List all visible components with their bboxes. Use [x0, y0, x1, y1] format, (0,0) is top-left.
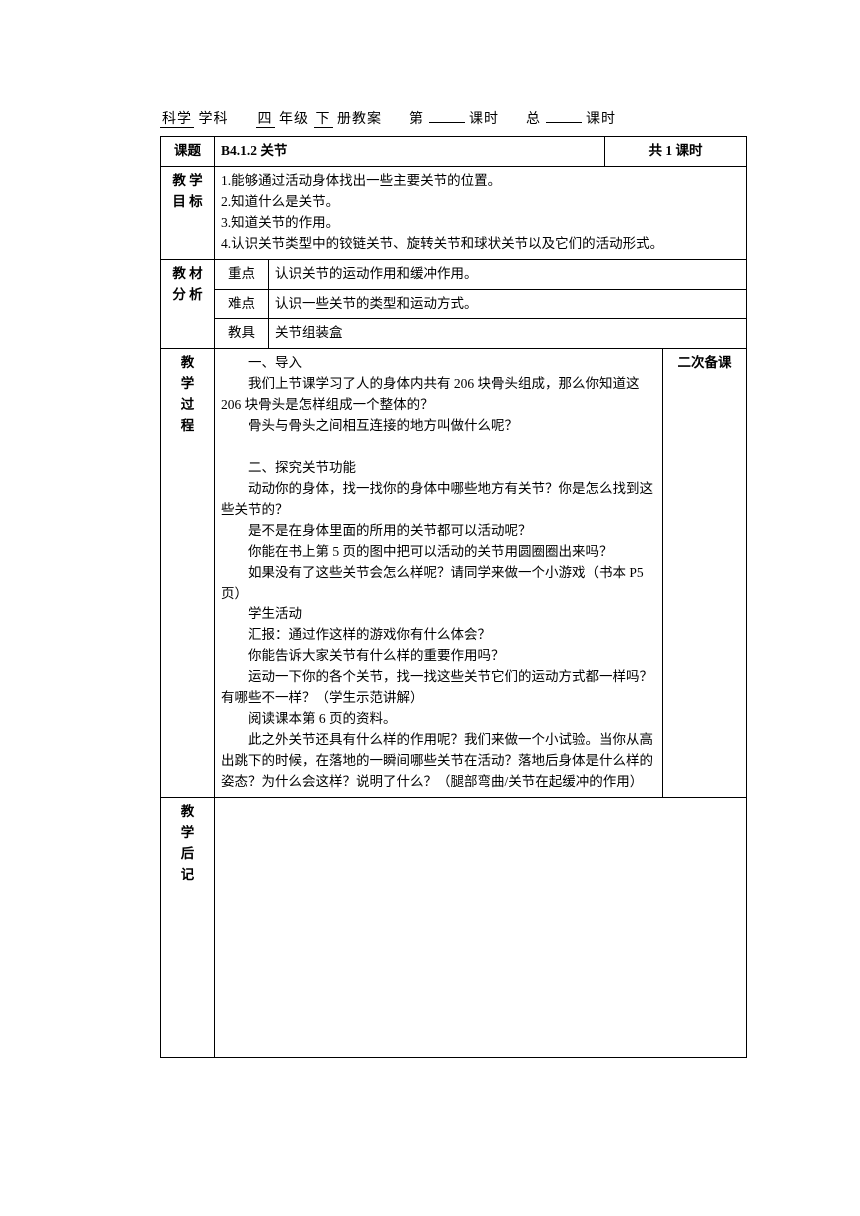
lesson-plan-table: 课题 B4.1.2 关节 共 1 课时 教 学 目 标 1.能够通过活动身体找出… — [160, 136, 747, 1058]
tool-label: 教具 — [215, 319, 269, 349]
title-row: 课题 B4.1.2 关节 共 1 课时 — [161, 137, 747, 167]
period-suffix: 课时 — [469, 112, 499, 127]
volume-suffix: 册教案 — [337, 112, 382, 127]
process-row: 教 学 过 程 一、导入我们上节课学习了人的身体内共有 206 块骨头组成，那么… — [161, 349, 747, 797]
objectives-row: 教 学 目 标 1.能够通过活动身体找出一些主要关节的位置。 2.知道什么是关节… — [161, 166, 747, 259]
page-header: 科学 学科 四 年级 下 册教案 第 课时 总 课时 — [160, 108, 745, 128]
process-paragraph: 动动你的身体，找一找你的身体中哪些地方有关节？你是怎么找到这些关节的？ — [221, 479, 656, 521]
period-blank — [429, 109, 465, 123]
process-paragraph: 学生活动 — [221, 604, 656, 625]
process-paragraph: 你能在书上第 5 页的图中把可以活动的关节用圆圈圈出来吗？ — [221, 542, 656, 563]
process-paragraph: 二、探究关节功能 — [221, 458, 656, 479]
diff-label: 难点 — [215, 289, 269, 319]
tool-value: 关节组装盒 — [269, 319, 747, 349]
lesson-title: B4.1.2 关节 — [215, 137, 605, 167]
objectives-label: 教 学 目 标 — [161, 166, 215, 259]
process-paragraph: 如果没有了这些关节会怎么样呢？请同学来做一个小游戏（书本 P5 页） — [221, 563, 656, 605]
notes-content — [215, 797, 747, 1057]
process-paragraph: 我们上节课学习了人的身体内共有 206 块骨头组成，那么你知道这 206 块骨头… — [221, 374, 656, 416]
process-paragraph: 骨头与骨头之间相互连接的地方叫做什么呢？ — [221, 416, 656, 437]
process-content: 一、导入我们上节课学习了人的身体内共有 206 块骨头组成，那么你知道这 206… — [215, 349, 663, 797]
obj-line-4: 4.认识关节类型中的铰链关节、旋转关节和球状关节以及它们的活动形式。 — [221, 234, 740, 255]
notes-row: 教 学 后 记 — [161, 797, 747, 1057]
key-label: 重点 — [215, 259, 269, 289]
process-paragraph: 一、导入 — [221, 353, 656, 374]
process-paragraph: 汇报：通过作这样的游戏你有什么体会？ — [221, 625, 656, 646]
lesson-periods: 共 1 课时 — [605, 137, 747, 167]
total-blank — [546, 109, 582, 123]
diff-value: 认识一些关节的类型和运动方式。 — [269, 289, 747, 319]
volume-value: 下 — [314, 112, 333, 128]
process-paragraph: 运动一下你的各个关节，找一找这些关节它们的运动方式都一样吗？有哪些不一样？（学生… — [221, 667, 656, 709]
process-paragraph: 是不是在身体里面的所用的关节都可以活动呢？ — [221, 521, 656, 542]
obj-line-2: 2.知道什么是关节。 — [221, 192, 740, 213]
notes-label: 教 学 后 记 — [161, 797, 215, 1057]
subject-value: 科学 — [160, 112, 194, 128]
subject-suffix: 学科 — [199, 112, 229, 127]
obj-line-1: 1.能够通过活动身体找出一些主要关节的位置。 — [221, 171, 740, 192]
total-suffix: 课时 — [586, 112, 616, 127]
period-prefix: 第 — [409, 112, 424, 127]
grade-mid: 年级 — [279, 112, 309, 127]
grade-value: 四 — [256, 112, 275, 128]
title-label: 课题 — [161, 137, 215, 167]
secondary-prep-label: 二次备课 — [663, 349, 747, 797]
total-prefix: 总 — [526, 112, 541, 127]
process-paragraph: 此之外关节还具有什么样的作用呢？我们来做一个小试验。当你从高出跳下的时候，在落地… — [221, 730, 656, 793]
process-paragraph — [221, 437, 656, 458]
process-paragraph: 阅读课本第 6 页的资料。 — [221, 709, 656, 730]
process-label: 教 学 过 程 — [161, 349, 215, 797]
lesson-plan-page: 科学 学科 四 年级 下 册教案 第 课时 总 课时 课题 B4.1.2 关节 … — [0, 0, 860, 1118]
tools-row: 教具 关节组装盒 — [161, 319, 747, 349]
keypoint-row: 教 材 分 析 重点 认识关节的运动作用和缓冲作用。 — [161, 259, 747, 289]
objectives-content: 1.能够通过活动身体找出一些主要关节的位置。 2.知道什么是关节。 3.知道关节… — [215, 166, 747, 259]
difficulty-row: 难点 认识一些关节的类型和运动方式。 — [161, 289, 747, 319]
analysis-label: 教 材 分 析 — [161, 259, 215, 349]
obj-line-3: 3.知道关节的作用。 — [221, 213, 740, 234]
process-paragraph: 你能告诉大家关节有什么样的重要作用吗？ — [221, 646, 656, 667]
key-value: 认识关节的运动作用和缓冲作用。 — [269, 259, 747, 289]
